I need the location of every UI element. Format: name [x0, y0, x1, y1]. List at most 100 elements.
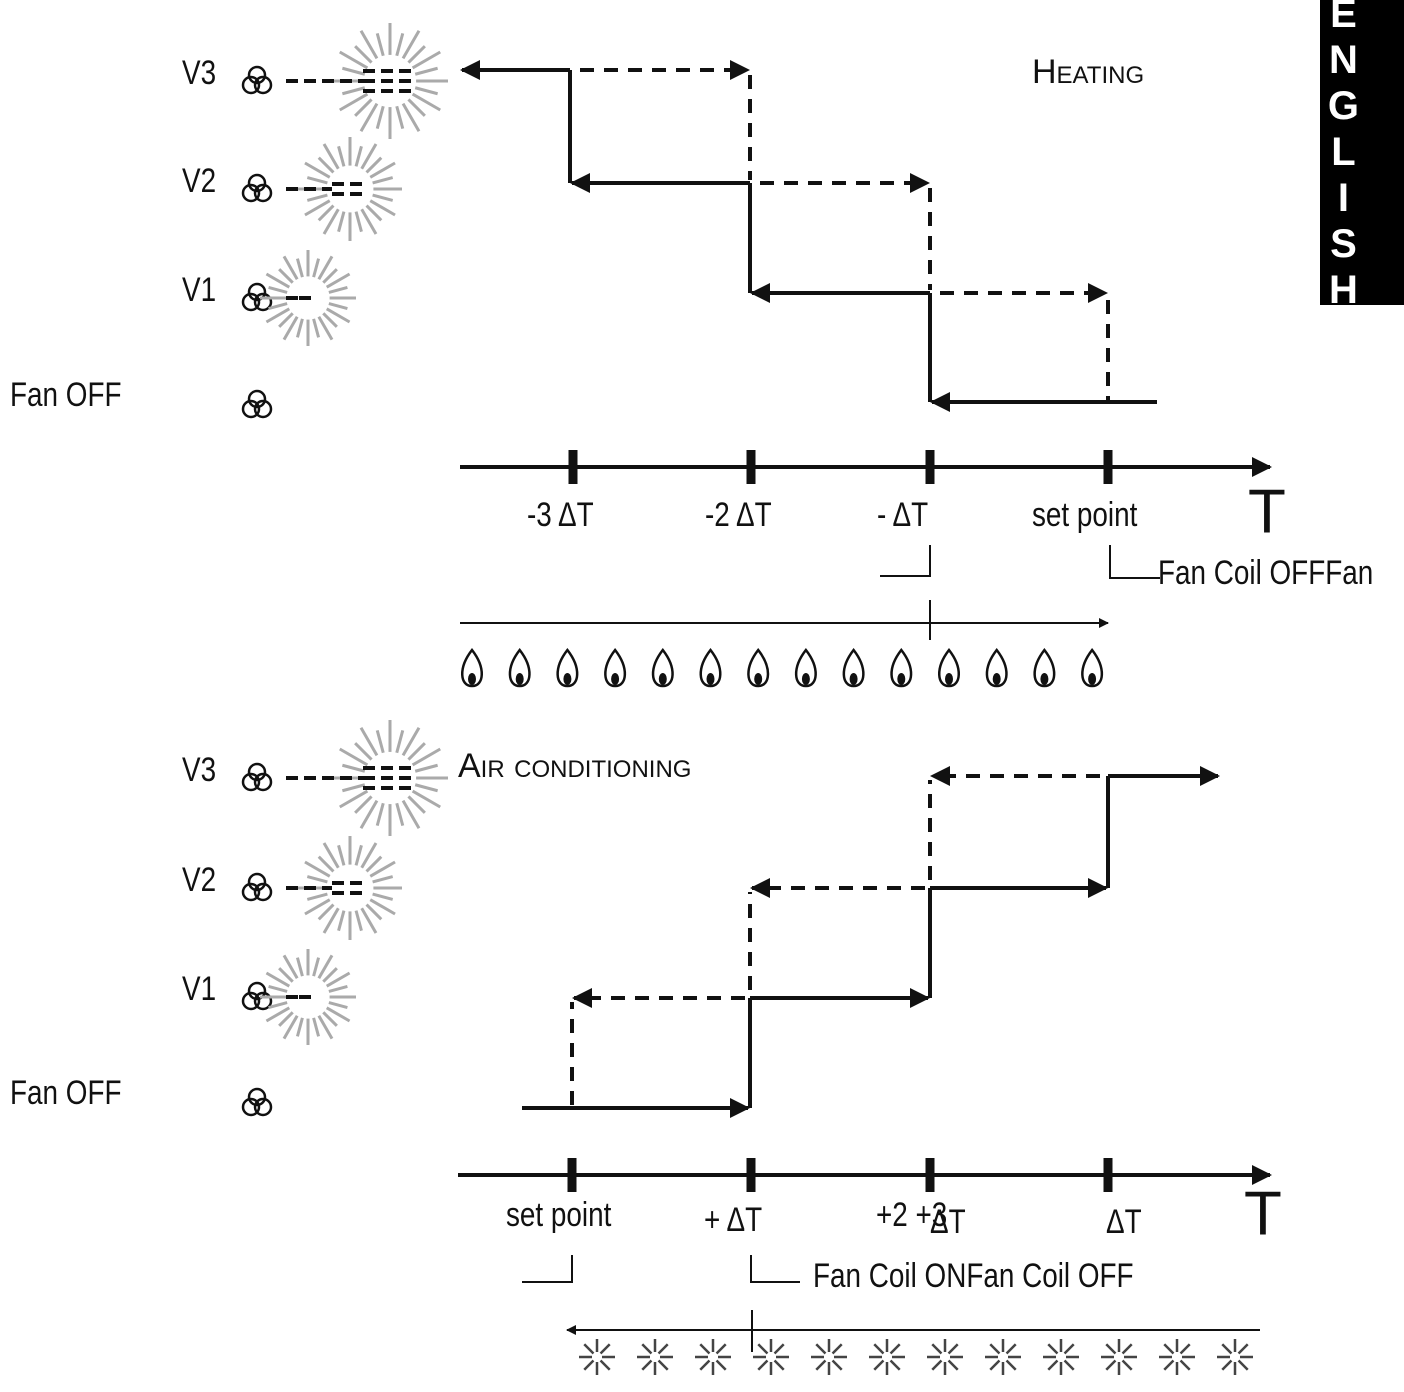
- flame-core: [801, 673, 810, 685]
- ray: [369, 161, 396, 179]
- flame-core: [945, 673, 953, 685]
- ray: [325, 1006, 351, 1023]
- flame-icon: [699, 647, 722, 688]
- speed-indicator: [286, 720, 448, 836]
- fan-blade: [253, 882, 273, 902]
- flame-icon: [556, 647, 579, 688]
- ray: [395, 802, 405, 827]
- ray: [295, 258, 304, 278]
- fan-blade: [241, 882, 261, 902]
- tick-label: - ΔT: [877, 495, 928, 533]
- ray: [328, 302, 348, 311]
- ray: [369, 898, 396, 916]
- ray: [341, 66, 366, 76]
- ray: [341, 86, 366, 96]
- speed-indicator: [286, 23, 448, 139]
- ray: [369, 860, 396, 878]
- ray: [317, 315, 334, 341]
- flame-icon: [747, 647, 770, 688]
- snow-icon: [695, 1339, 731, 1375]
- snow-ray: [757, 1343, 769, 1355]
- note: Fan Coil ONFan Coil OFF: [813, 1256, 1134, 1294]
- snow-icon: [1101, 1339, 1137, 1375]
- ray: [365, 903, 383, 921]
- snow-icon: [811, 1339, 847, 1375]
- language-tab: [1320, 0, 1404, 305]
- fan-blade: [253, 1097, 273, 1117]
- ray: [337, 910, 346, 932]
- snow-ray: [831, 1343, 843, 1355]
- snow-ray: [1163, 1359, 1175, 1371]
- flame-icon: [1033, 647, 1056, 688]
- snow-icon: [869, 1339, 905, 1375]
- fan-blade: [241, 292, 261, 312]
- cooling-title: Air conditioning: [458, 747, 691, 785]
- flame-core: [706, 673, 715, 685]
- snow-ray: [1163, 1343, 1175, 1355]
- ray: [341, 783, 366, 793]
- language-label: ENGLISH: [1321, 0, 1365, 314]
- snow-icon: [637, 1339, 673, 1375]
- snow-ray: [1047, 1359, 1059, 1371]
- ray: [354, 742, 373, 761]
- snow-icon: [753, 1339, 789, 1375]
- ray: [278, 967, 294, 983]
- ray: [322, 842, 340, 869]
- snow-ray: [889, 1359, 901, 1371]
- ray: [278, 268, 294, 284]
- fan-blade: [247, 762, 267, 782]
- ray: [265, 272, 291, 289]
- ray: [372, 875, 394, 884]
- snow-ray: [657, 1359, 669, 1371]
- ray: [372, 176, 394, 185]
- tick-label: ΔT: [930, 1202, 966, 1240]
- ray: [268, 302, 288, 311]
- fan-blade: [241, 991, 261, 1011]
- ray: [268, 984, 288, 993]
- snow-ray: [1105, 1343, 1117, 1355]
- ray: [395, 32, 405, 57]
- snow-ray: [583, 1343, 595, 1355]
- ray: [354, 844, 363, 866]
- snow-ray: [815, 1359, 827, 1371]
- ray: [306, 176, 328, 185]
- ray: [339, 92, 369, 112]
- ray: [395, 729, 405, 754]
- axis-label: T: [1244, 1179, 1282, 1248]
- tick-label: ΔT: [1106, 1202, 1142, 1240]
- ray: [325, 307, 351, 324]
- snow-ray: [715, 1359, 727, 1371]
- fan-blade: [253, 183, 273, 203]
- snow-ray: [773, 1359, 785, 1371]
- heating-steps: [460, 60, 1272, 640]
- speed-indicator: [260, 250, 356, 346]
- ray: [414, 783, 439, 793]
- tick-label: set point: [506, 1195, 612, 1233]
- ray: [360, 208, 378, 235]
- ray: [337, 145, 346, 167]
- ray: [411, 747, 441, 767]
- fan-blade: [253, 399, 273, 419]
- ray: [401, 727, 421, 757]
- flame-core: [611, 673, 620, 685]
- ray: [322, 312, 338, 328]
- flame-core: [658, 673, 667, 685]
- ray: [295, 957, 304, 977]
- snow-ray: [1063, 1359, 1075, 1371]
- level-label: V3: [182, 53, 216, 91]
- tick-label: + ΔT: [704, 1200, 762, 1238]
- ray: [317, 255, 334, 281]
- ray: [306, 875, 328, 884]
- snow-ray: [699, 1359, 711, 1371]
- ray: [372, 193, 394, 202]
- ray: [339, 789, 369, 809]
- snow-ray: [1179, 1343, 1191, 1355]
- axis-label: T: [1248, 477, 1286, 546]
- flame-core: [1088, 673, 1097, 685]
- ray: [407, 742, 426, 761]
- snow-ray: [873, 1359, 885, 1371]
- fan-icon: [241, 872, 273, 902]
- tick-label: -3 ΔT: [527, 495, 594, 533]
- snow-ray: [1105, 1359, 1117, 1371]
